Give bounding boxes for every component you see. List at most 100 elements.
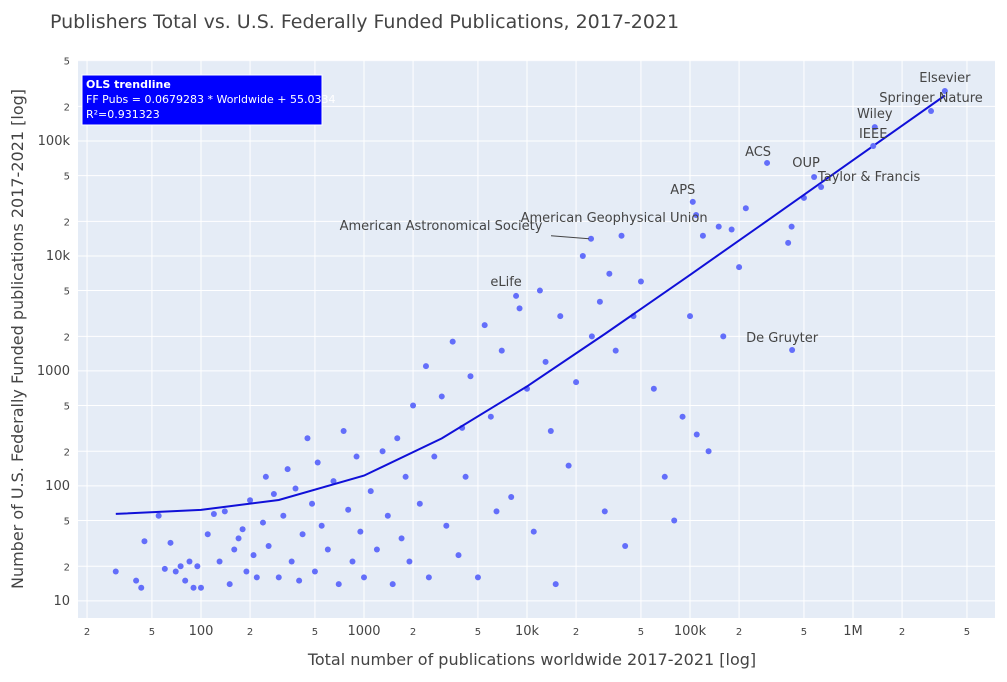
point: [210, 510, 217, 517]
point: [367, 488, 374, 495]
point: [693, 431, 700, 438]
x-tick-label: 100: [189, 624, 214, 639]
point: [340, 428, 347, 435]
point: [353, 453, 360, 460]
point-label: IEEE: [859, 127, 887, 142]
x-tick-label: 5: [475, 627, 481, 638]
point: [508, 494, 515, 501]
point: [265, 543, 272, 550]
point: [449, 338, 456, 345]
point: [330, 478, 337, 485]
x-tick-label: 5: [801, 627, 807, 638]
x-tick-label: 1M: [843, 624, 863, 639]
point: [871, 124, 878, 131]
point: [402, 473, 409, 480]
point: [167, 539, 174, 546]
point: [197, 584, 204, 591]
point: [177, 563, 184, 570]
point-label: Elsevier: [919, 71, 971, 86]
point: [498, 347, 505, 354]
point: [601, 508, 608, 515]
point: [194, 563, 201, 570]
point-label: De Gruyter: [746, 331, 819, 346]
point: [182, 577, 189, 584]
point: [275, 574, 282, 581]
x-tick-label: 2: [410, 627, 416, 638]
point: [742, 205, 749, 212]
point: [728, 226, 735, 233]
y-axis-title: Number of U.S. Federally Funded publicat…: [8, 89, 27, 589]
point: [467, 373, 474, 380]
point: [318, 522, 325, 529]
point: [335, 581, 342, 588]
point: [161, 565, 168, 572]
x-tick-label: 1000: [347, 624, 380, 639]
point: [324, 546, 331, 553]
point: [789, 347, 796, 354]
point: [133, 577, 140, 584]
point: [422, 363, 429, 370]
point: [588, 235, 595, 242]
point-label: American Geophysical Union: [521, 211, 708, 226]
plot-area: [78, 60, 995, 618]
point: [247, 497, 254, 504]
y-tick-label: 5: [64, 517, 70, 528]
point: [542, 358, 549, 365]
point: [253, 574, 260, 581]
y-tick-label: 2: [64, 447, 70, 458]
point: [389, 581, 396, 588]
trendline-box-text: FF Pubs = 0.0679283 * Worldwide + 55.033…: [86, 93, 336, 106]
y-tick-label: 5: [64, 57, 70, 68]
point: [394, 435, 401, 442]
point: [588, 333, 595, 340]
point: [622, 543, 629, 550]
point: [736, 264, 743, 271]
point-label: APS: [670, 183, 695, 198]
point: [637, 278, 644, 285]
point: [309, 500, 316, 507]
point: [689, 198, 696, 205]
point: [284, 466, 291, 473]
point: [530, 528, 537, 535]
point: [360, 574, 367, 581]
point: [384, 512, 391, 519]
point: [406, 558, 413, 565]
point: [618, 232, 625, 239]
point: [481, 322, 488, 329]
point: [606, 270, 613, 277]
point: [941, 87, 948, 94]
point-label: American Astronomical Society: [340, 219, 543, 234]
x-tick-label: 5: [149, 627, 155, 638]
trendline-box-text: OLS trendline: [86, 78, 171, 91]
y-tick-label: 10k: [46, 249, 71, 264]
point: [292, 485, 299, 492]
point-label: ACS: [745, 145, 771, 160]
y-tick-label: 10: [53, 594, 70, 609]
point: [788, 223, 795, 230]
point: [699, 232, 706, 239]
trendline: [115, 94, 946, 515]
point: [705, 448, 712, 455]
point: [250, 552, 257, 559]
point: [513, 292, 520, 299]
point: [357, 528, 364, 535]
point: [243, 568, 250, 575]
point: [172, 568, 179, 575]
x-tick-label: 100k: [674, 624, 707, 639]
y-tick-label: 5: [64, 402, 70, 413]
point: [314, 459, 321, 466]
y-tick-label: 5: [64, 287, 70, 298]
y-tick-label: 2: [64, 217, 70, 228]
point: [687, 313, 694, 320]
point: [785, 239, 792, 246]
point: [928, 108, 935, 115]
point: [410, 402, 417, 409]
point: [231, 546, 238, 553]
point-label: Springer Nature: [879, 91, 983, 106]
y-tick-label: 100: [45, 479, 70, 494]
point: [661, 473, 668, 480]
point: [462, 473, 469, 480]
point: [557, 313, 564, 320]
point: [226, 581, 233, 588]
point: [764, 159, 771, 166]
